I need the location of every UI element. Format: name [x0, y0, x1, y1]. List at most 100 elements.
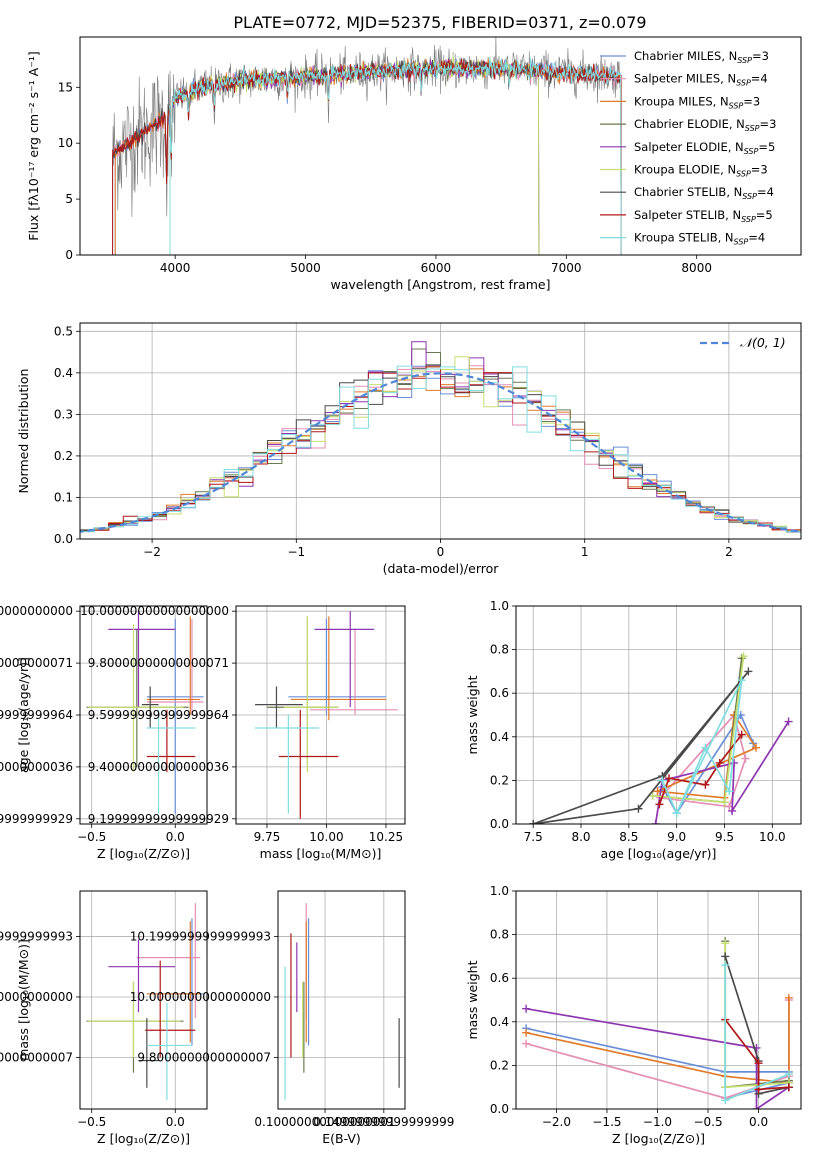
y-tick-label: 9.8000000000000007	[137, 1051, 271, 1065]
weight-line-salpeter_elodie	[525, 1007, 790, 1109]
x-tick-label: −0.5	[77, 830, 106, 844]
legend-entry: Kroupa MILES, NSSP=3	[634, 94, 760, 110]
y-tick-label: 9.59999999999999964	[88, 708, 229, 722]
model-spectrum-salpeter_stelib	[112, 59, 622, 255]
weight-marker	[651, 820, 660, 824]
x-tick-label: −0.5	[77, 1115, 106, 1129]
y-tick-label: 10.0000000000000000	[130, 990, 271, 1004]
spectrum-legend: Chabrier MILES, NSSP=3 Salpeter MILES, NS…	[600, 49, 776, 247]
model-spectrum-chabrier_stelib	[112, 59, 622, 255]
y-tick-label: 0.8	[490, 928, 509, 942]
spectrum-panel: 4000 5000 6000 7000 8000 0 5 10 15 wavelength [An…	[26, 36, 802, 292]
axes-frame	[79, 890, 208, 1110]
weight-marker	[784, 717, 793, 726]
figure-title: PLATE=0772, MJD=52375, FIBERID=0371, z=0…	[233, 13, 646, 32]
error-bar-salpeter_miles	[309, 629, 398, 715]
legend-entry: Salpeter STELIB, NSSP=5	[634, 208, 773, 224]
x-axis-label: mass [log₁₀(M/M⊙)]	[260, 846, 382, 861]
y-tick-label: 9.59999999999999964	[0, 708, 73, 722]
x-tick-label: −0.5	[693, 1115, 722, 1129]
x-axis-label: Z [log₁₀(Z/Z⊙)]	[97, 1131, 190, 1146]
plot-area	[86, 611, 204, 814]
error-bar-salpeter_elodie	[314, 611, 375, 708]
y-tick-label: 0.2	[490, 1058, 509, 1072]
x-axis-label: E(B-V)	[322, 1131, 361, 1146]
y-axis-label: mass weight	[465, 675, 480, 754]
x-tick-label: 5000	[290, 261, 321, 275]
weight-marker	[728, 806, 737, 815]
weight-marker	[784, 993, 793, 1002]
legend-entry: Chabrier ELODIE, NSSP=3	[634, 117, 776, 133]
weight-marker	[721, 939, 730, 948]
y-tick-label: 10.00000000000000000	[80, 604, 229, 618]
y-tick-label: 0.0	[54, 532, 73, 546]
error-bar-kroupa_stelib	[146, 1003, 192, 1100]
legend-entry: Kroupa ELODIE, NSSP=3	[634, 163, 768, 179]
age-vs-metallicity-panel: −0.5 0.0 9.19999999999999929 9.400000000000…	[0, 604, 208, 861]
weight-vs-metallicity-panel: −2.0 −1.5 −1.0 −0.5 0.0 0.0 0.2 0.4 0.6 0.8 1.0 Z […	[465, 884, 802, 1146]
error-bar-salpeter_elodie	[108, 611, 176, 708]
weight-marker	[737, 730, 746, 739]
y-tick-label: 0.0	[490, 817, 509, 831]
weight-marker	[730, 758, 739, 767]
x-tick-label: 7000	[551, 261, 582, 275]
y-tick-label: 0.0	[490, 1102, 509, 1116]
error-bar-salpeter_stelib	[146, 709, 196, 773]
x-axis-label: age [log₁₀(age/yr)]	[601, 846, 717, 861]
error-bar-kroupa_elodie	[283, 616, 339, 773]
error-bar-salpeter_stelib	[145, 960, 196, 1058]
residual-histogram-panel: −2 −1 0 1 2 0.0 0.1 0.2 0.3 0.4 0.5 (data-model)/er…	[16, 322, 802, 576]
axes: −0.5 0.0 9.19999999999999929 9.400000000000…	[0, 604, 208, 861]
legend-entry: Chabrier STELIB, NSSP=4	[634, 185, 774, 201]
y-tick-label: 9.80000000000000071	[0, 656, 73, 670]
x-tick-label: 10.25	[369, 830, 403, 844]
y-axis-label: Normed distribution	[16, 369, 31, 494]
weight-marker	[672, 809, 681, 818]
age-vs-mass-panel: 9.75 10.00 10.25 9.19999999999999929 9.40000…	[80, 604, 406, 861]
weight-line-salpeter_stelib	[724, 1019, 789, 1091]
axes-frame	[277, 890, 406, 1110]
y-tick-label: 9.8000000000000007	[0, 1051, 73, 1065]
weight-line-kroupa_stelib	[661, 679, 743, 816]
x-tick-label: 0.14999999999999999	[313, 1115, 454, 1129]
x-tick-label: −2	[143, 545, 161, 559]
y-tick-label: 1.0	[490, 599, 509, 613]
weight-marker	[784, 1083, 793, 1092]
y-tick-label: 0.6	[490, 971, 509, 985]
axes: −2 −1 0 1 2 0.0 0.1 0.2 0.3 0.4 0.5 (data-model)/er…	[16, 322, 802, 576]
x-axis-label: wavelength [Angstrom, rest frame]	[330, 277, 550, 292]
y-tick-label: 9.19999999999999929	[88, 812, 229, 826]
y-tick-label: 0.2	[490, 773, 509, 787]
mass-vs-metallicity-panel: −0.5 0.0 9.8000000000000007 10.000000000000…	[0, 890, 208, 1146]
y-tick-label: 0.2	[54, 449, 73, 463]
weight-marker	[725, 787, 734, 796]
weight-marker	[754, 1059, 763, 1068]
y-tick-label: 10	[58, 136, 73, 150]
weight-marker	[739, 652, 748, 661]
weight-marker	[721, 1096, 730, 1105]
legend-entry: Chabrier MILES, NSSP=3	[634, 49, 769, 65]
plot-area	[86, 903, 204, 1100]
x-axis-label: (data-model)/error	[383, 561, 500, 576]
plot-area	[284, 903, 400, 1100]
error-bar-chabrier_elodie	[86, 629, 189, 767]
error-bar-chabrier_elodie	[266, 616, 339, 767]
x-tick-label: 8.0	[571, 830, 590, 844]
y-tick-label: 0.4	[490, 1015, 509, 1029]
weight-marker	[752, 743, 761, 752]
plot-area	[255, 611, 398, 819]
y-tick-label: 10.1999999999999993	[130, 929, 271, 943]
error-bar-kroupa_elodie	[88, 624, 184, 773]
weight-marker	[648, 791, 657, 800]
y-tick-label: 15	[58, 80, 73, 94]
weight-marker	[522, 1039, 531, 1048]
weight-marker	[665, 774, 674, 783]
y-tick-label: 0.4	[490, 730, 509, 744]
error-bar-chabrier_stelib	[141, 686, 159, 728]
weight-marker	[522, 1028, 531, 1037]
x-tick-label: 9.75	[254, 830, 281, 844]
weight-vs-age-panel: 7.5 8.0 8.5 9.0 9.5 10.0 0.0 0.2 0.4 0.6 0.8 1.0 age…	[465, 599, 802, 861]
legend-entry: Kroupa STELIB, NSSP=4	[634, 231, 765, 247]
